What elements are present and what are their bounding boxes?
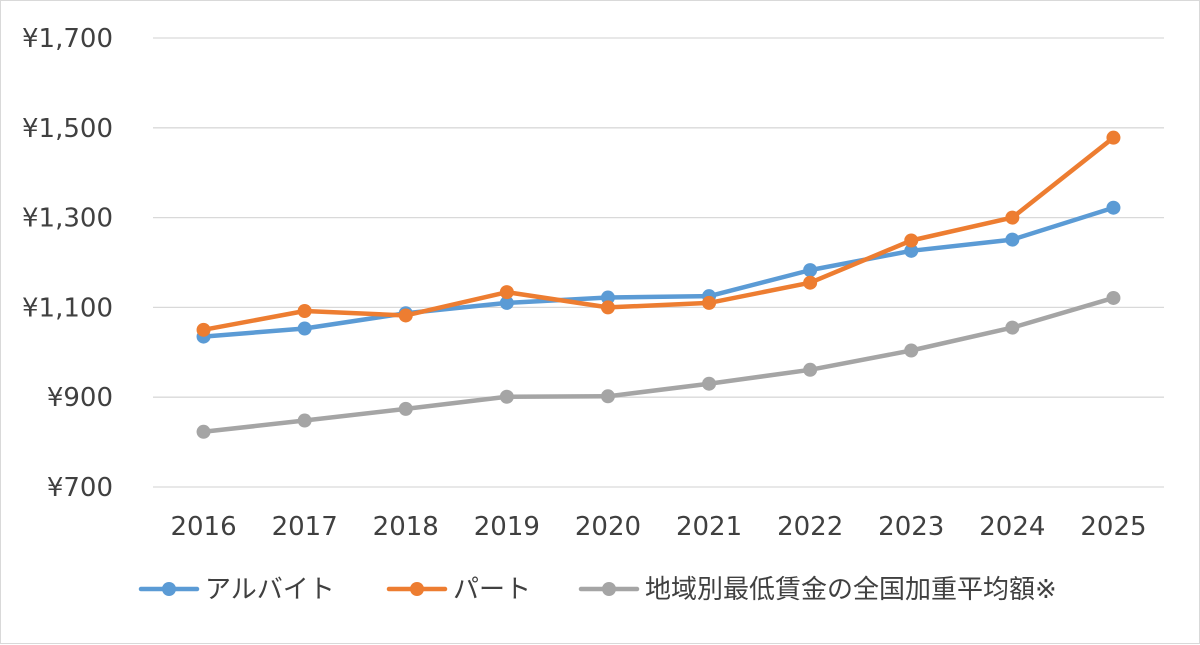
data-point — [1106, 200, 1121, 215]
data-point — [600, 300, 615, 315]
legend-entry: アルバイト — [138, 575, 335, 605]
data-point — [904, 243, 919, 258]
series-layer — [196, 130, 1121, 439]
y-tick-label: ¥1,100 — [22, 293, 113, 323]
data-point — [600, 290, 615, 305]
data-point — [196, 424, 211, 439]
legend-label: アルバイト — [205, 575, 335, 605]
y-tick-label: ¥1,300 — [22, 204, 113, 234]
legend-entry: パート — [386, 575, 531, 605]
series-line — [201, 205, 1116, 339]
series-line — [201, 135, 1116, 333]
axis-labels: ¥700 ¥900 ¥1,100 ¥1,300 ¥1,500 ¥1,700 2016 2017… — [22, 24, 1147, 542]
data-point — [1005, 232, 1020, 247]
series-line — [201, 295, 1116, 435]
data-point — [702, 376, 717, 391]
data-point — [297, 413, 312, 428]
data-point — [297, 303, 312, 318]
data-point — [1106, 290, 1121, 305]
data-point — [702, 295, 717, 310]
x-tick-label: 2024 — [979, 512, 1045, 542]
data-point — [398, 401, 413, 416]
data-point — [499, 389, 514, 404]
x-tick-label: 2025 — [1080, 512, 1146, 542]
legend-marker — [602, 582, 616, 596]
y-tick-label: ¥700 — [47, 473, 113, 503]
data-point — [1106, 130, 1121, 145]
x-tick-label: 2018 — [373, 512, 439, 542]
legend: アルバイト パート 地域別最低賃金の全国加重平均額※ — [138, 575, 1057, 605]
data-point — [904, 233, 919, 248]
data-point — [297, 321, 312, 336]
legend-marker — [410, 582, 424, 596]
legend-label: 地域別最低賃金の全国加重平均額※ — [645, 575, 1057, 605]
data-point — [196, 322, 211, 337]
x-tick-label: 2022 — [777, 512, 843, 542]
data-point — [904, 343, 919, 358]
series-3 — [196, 290, 1121, 439]
series-1 — [196, 200, 1121, 344]
data-point — [803, 263, 818, 278]
x-tick-label: 2023 — [878, 512, 944, 542]
legend-label: パート — [453, 575, 531, 605]
y-tick-label: ¥1,500 — [22, 114, 113, 144]
x-tick-label: 2019 — [474, 512, 540, 542]
legend-entry: 地域別最低賃金の全国加重平均額※ — [578, 575, 1057, 605]
data-point — [803, 362, 818, 377]
x-tick-label: 2017 — [272, 512, 338, 542]
x-tick-label: 2016 — [170, 512, 236, 542]
data-point — [499, 295, 514, 310]
data-point — [803, 275, 818, 290]
data-point — [398, 308, 413, 323]
series-2 — [196, 130, 1121, 337]
y-tick-label: ¥900 — [47, 383, 113, 413]
y-tick-label: ¥1,700 — [22, 24, 113, 54]
data-point — [499, 285, 514, 300]
data-point — [600, 389, 615, 404]
legend-marker — [162, 582, 176, 596]
x-tick-label: 2020 — [575, 512, 641, 542]
data-point — [1005, 320, 1020, 335]
data-point — [1005, 210, 1020, 225]
x-tick-label: 2021 — [676, 512, 742, 542]
